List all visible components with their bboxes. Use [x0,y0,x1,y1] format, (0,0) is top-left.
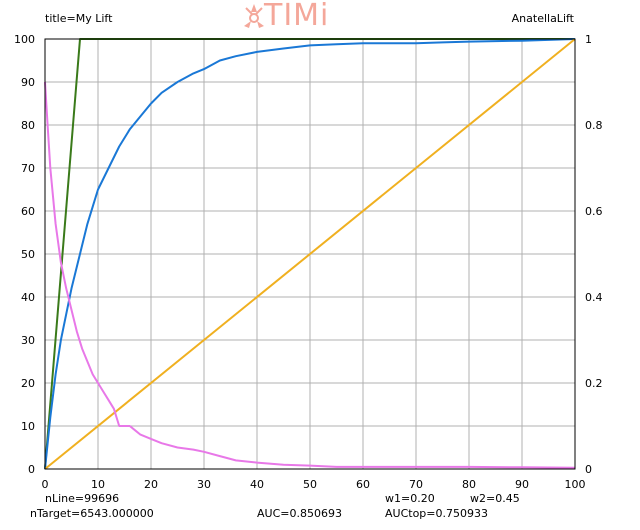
plot-frame [44,38,576,470]
y2-tick-label: 0 [585,463,592,476]
y2-tick-label: 0.4 [585,291,603,304]
y2-tick-label: 1 [585,33,592,46]
x-tick-label: 60 [356,478,370,491]
y-tick-label: 50 [21,248,35,261]
x-tick-label: 70 [409,478,423,491]
logo-text: TIMi [264,0,330,33]
tick-labels: 0 10 20 30 40 50 60 70 80 90 100010203040506070809… [14,33,603,491]
x-tick-label: 80 [462,478,476,491]
chart-title: title=My Lift [45,12,113,25]
series-line-3 [44,38,576,470]
w2-label: w2=0.45 [470,492,520,505]
ntarget-label: nTarget=6543.000000 [30,507,154,520]
auc-label: AUC=0.850693 [257,507,342,520]
auctop-label: AUCtop=0.750933 [385,507,488,520]
x-tick-label: 100 [565,478,586,491]
logo-mark-icon [244,4,264,28]
y-tick-label: 0 [28,463,35,476]
x-tick-label: 30 [197,478,211,491]
x-tick-label: 40 [250,478,264,491]
x-tick-label: 20 [144,478,158,491]
y2-tick-label: 0.6 [585,205,603,218]
x-tick-label: 50 [303,478,317,491]
y-tick-label: 40 [21,291,35,304]
y-tick-label: 100 [14,33,35,46]
y-tick-label: 60 [21,205,35,218]
y-tick-label: 90 [21,76,35,89]
chart-name: AnatellaLift [511,12,574,25]
y-tick-label: 80 [21,119,35,132]
series-line-4 [44,81,576,469]
y2-tick-label: 0.8 [585,119,603,132]
y-tick-label: 70 [21,162,35,175]
series-line-2 [44,38,576,470]
y2-tick-label: 0.2 [585,377,603,390]
nline-label: nLine=99696 [45,492,120,505]
y-tick-label: 10 [21,420,35,433]
w1-label: w1=0.20 [385,492,435,505]
x-tick-label: 90 [515,478,529,491]
y-tick-label: 30 [21,334,35,347]
x-tick-label: 0 [42,478,49,491]
x-tick-label: 10 [91,478,105,491]
y-tick-label: 20 [21,377,35,390]
